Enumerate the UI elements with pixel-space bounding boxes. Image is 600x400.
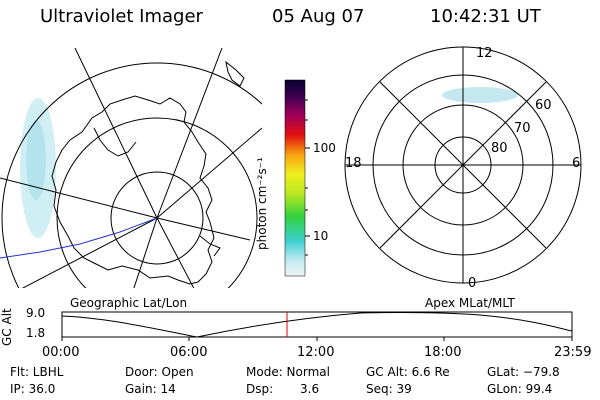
time-label: 10:42:31 UT [430,6,541,27]
time-tick-2359: 23:59 [554,345,592,360]
date-label: 05 Aug 07 [272,6,365,27]
alt-tick-low: 1.8 [26,326,46,340]
gc-alt-info: GC Alt: 6.6 Re [366,365,450,379]
colorbar [284,79,310,277]
alt-tick-high: 9.0 [26,306,46,320]
door-info: Door: Open [125,365,194,379]
seq-info: Seq: 39 [366,382,412,396]
time-tick-1200: 12:00 [297,345,335,360]
filter-info: Flt: LBHL [10,365,64,379]
mlt-label-6: 6 [572,156,581,171]
colorbar-ticks [305,99,310,256]
gc-alt-axis-label: GC Alt [0,308,14,346]
aurora-emission-left [20,98,56,238]
mlat-label-80: 80 [491,141,508,156]
mlat-label-70: 70 [514,121,531,136]
altitude-plot [61,311,573,341]
apex-panel-label: Apex MLat/MLT [425,296,515,310]
satellite-track [0,217,158,259]
altitude-curve [61,312,573,338]
geographic-map [0,48,262,288]
mlat-label-60: 60 [535,98,552,113]
glat-info: GLat: −79.8 [487,365,560,379]
dsp-label: Dsp: [246,382,274,396]
ip-info: IP: 36.0 [10,382,56,396]
time-tick-0000: 00:00 [42,345,80,360]
colorbar-tick-10: 10 [313,229,329,243]
glon-info: GLon: 99.4 [487,382,553,396]
instrument-title: Ultraviolet Imager [40,6,203,27]
gain-info: Gain: 14 [125,382,176,396]
mlt-label-0: 0 [468,276,477,291]
latitude-circles [1,62,262,288]
geographic-panel-label: Geographic Lat/Lon [70,296,188,310]
time-tick-1800: 18:00 [424,345,462,360]
mlt-label-18: 18 [345,156,362,171]
coastline [51,95,215,285]
colorbar-unit-label: photon cm⁻²s⁻¹ [255,157,269,250]
aurora-emission-right [442,87,518,103]
meridian-lines [0,48,262,288]
time-tick-0600: 06:00 [170,345,208,360]
polar-grid [344,46,582,284]
dsp-value: 3.6 [300,382,320,396]
mlt-label-12: 12 [476,46,493,61]
colorbar-tick-100: 100 [313,141,336,155]
mode-info: Mode: Normal [246,365,330,379]
time-axis-ticks [61,337,573,341]
